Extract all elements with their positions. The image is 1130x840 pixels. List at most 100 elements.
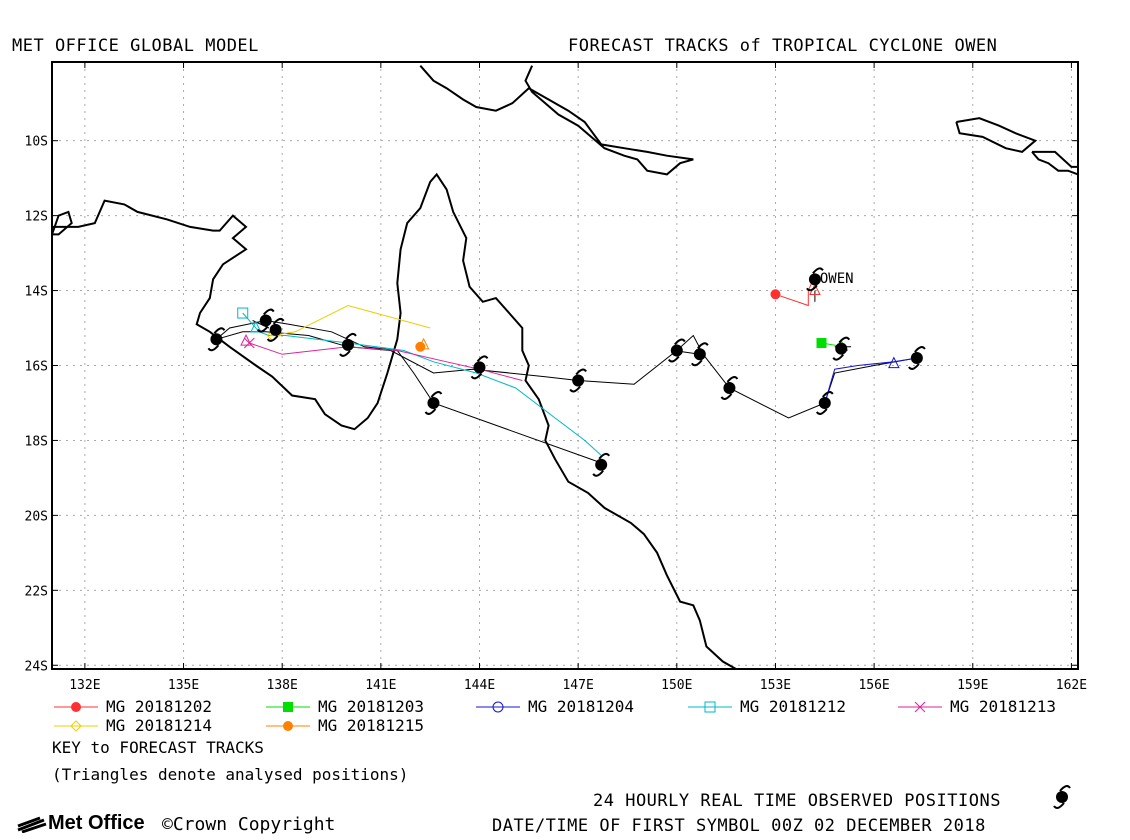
- legend-label: MG 20181202: [106, 697, 212, 716]
- cyclone-arm: [697, 342, 709, 349]
- track-marker: [237, 307, 249, 319]
- map-frame: [51, 61, 1079, 670]
- cyclone-arm: [424, 408, 437, 415]
- coastline: [955, 117, 1038, 153]
- legend-label: MG 20181213: [950, 697, 1056, 716]
- track-marker: [914, 701, 926, 712]
- cyclone-arm: [690, 359, 703, 367]
- coastline: [1031, 150, 1079, 176]
- analysed-position-triangle: [417, 337, 430, 350]
- cyclone-core: [1056, 791, 1068, 803]
- cyclone-arm: [598, 452, 611, 460]
- cyclone-arm: [569, 385, 581, 393]
- cyclone-arm: [832, 353, 844, 361]
- lon-tick-label: 135E: [168, 678, 199, 693]
- cyclone-arm: [822, 391, 834, 398]
- cyclone-arm: [1053, 802, 1065, 809]
- cyclone-core: [210, 333, 223, 346]
- legend-swatch: [54, 701, 98, 712]
- cyclone-arm: [838, 336, 851, 344]
- cyclone-symbol-icon: [720, 376, 739, 400]
- legend-swatch: [476, 701, 520, 712]
- lat-tick-label: 22S: [25, 584, 48, 599]
- cyclone-arm: [667, 355, 680, 363]
- coastline: [52, 172, 750, 670]
- cyclone-symbol-icon: [908, 346, 926, 370]
- legend-label: MG 20181203: [318, 697, 424, 716]
- legend-key-note: (Triangles denote analysed positions): [52, 765, 409, 784]
- cyclone-arm: [812, 267, 824, 274]
- track-marker: [283, 701, 293, 712]
- legend-swatch: [266, 701, 310, 712]
- track-marker: [415, 341, 426, 352]
- lat-tick-label: 12S: [25, 210, 48, 225]
- cyclone-symbol-icon: [207, 327, 226, 352]
- observed-positions-label: 24 HOURLY REAL TIME OBSERVED POSITIONS: [593, 791, 1001, 811]
- cyclone-arm: [476, 355, 489, 363]
- chart-title: FORECAST TRACKS of TROPICAL CYCLONE OWEN: [568, 36, 998, 56]
- copyright-icon: ©: [162, 814, 173, 835]
- cyclone-core: [427, 396, 440, 409]
- lon-tick-label: 138E: [267, 678, 298, 693]
- track-marker: [283, 720, 293, 731]
- cyclone-arm: [272, 317, 285, 325]
- lon-tick-label: 141E: [365, 678, 396, 693]
- legend-label: MG 20181215: [318, 716, 424, 735]
- cyclone-arm: [575, 368, 587, 376]
- cyclone-core: [670, 344, 683, 357]
- cyclone-core: [835, 342, 848, 355]
- cyclone-symbol-icon: [256, 308, 275, 333]
- cyclone-symbol-icon: [806, 267, 824, 292]
- cyclone-arm: [592, 470, 604, 477]
- legend-item: MG 20181212: [686, 697, 846, 716]
- lon-tick-label: 156E: [858, 678, 889, 693]
- track-marker: [816, 338, 827, 349]
- lon-tick-label: 153E: [760, 678, 791, 693]
- model-title: MET OFFICE GLOBAL MODEL: [12, 36, 259, 56]
- legend-item: MG 20181202: [52, 697, 212, 716]
- cyclone-core: [723, 381, 736, 394]
- forecast-track: [819, 357, 917, 409]
- cyclone-symbol-icon: [690, 342, 709, 367]
- cyclone-symbol-icon: [470, 355, 489, 380]
- cyclone-core: [269, 323, 282, 336]
- cyclone-arm: [1059, 785, 1071, 792]
- lon-tick-label: 159E: [957, 678, 988, 693]
- legend-swatch: [266, 720, 310, 731]
- cyclone-arm: [726, 376, 739, 383]
- lat-tick-label: 14S: [25, 285, 48, 300]
- observed-track-line: [216, 331, 917, 419]
- cyclone-arm: [256, 325, 269, 333]
- legend-swatch: [898, 701, 942, 712]
- cyclone-arm: [806, 284, 818, 292]
- legend-item: MG 20181203: [264, 697, 424, 716]
- storm-name-label: OWEN: [820, 271, 854, 287]
- lon-tick-label: 144E: [464, 678, 495, 693]
- cyclone-arm: [914, 346, 926, 353]
- cyclone-arm: [262, 308, 275, 316]
- lat-tick-label: 16S: [25, 360, 48, 375]
- legend-item: MG 20181215: [264, 716, 424, 735]
- first-symbol-datetime: DATE/TIME OF FIRST SYMBOL 00Z 02 DECEMBE…: [492, 816, 986, 836]
- cyclone-arm: [674, 338, 686, 346]
- cyclone-arm: [345, 332, 357, 340]
- cyclone-arm: [266, 335, 279, 342]
- legend-label: MG 20181204: [528, 697, 634, 716]
- analysed-position-triangle: [250, 320, 262, 333]
- cyclone-symbol-icon: [1053, 785, 1071, 809]
- cyclone-symbol-icon: [424, 391, 443, 415]
- observed-position-symbols: [207, 267, 926, 477]
- copyright-notice: ©Crown Copyright: [162, 814, 335, 835]
- legend-label: MG 20181214: [106, 716, 212, 735]
- map-gridlines: [52, 62, 1078, 669]
- copyright-text: Crown Copyright: [172, 814, 336, 835]
- coastlines: [51, 65, 1079, 670]
- cyclone-core: [693, 348, 706, 361]
- forecast-track-line: [272, 304, 431, 336]
- cyclone-arm: [815, 408, 828, 415]
- cyclone-core: [818, 396, 831, 409]
- cyclone-core: [259, 314, 272, 327]
- cyclone-core: [808, 273, 821, 286]
- forecast-track-line: [824, 357, 917, 404]
